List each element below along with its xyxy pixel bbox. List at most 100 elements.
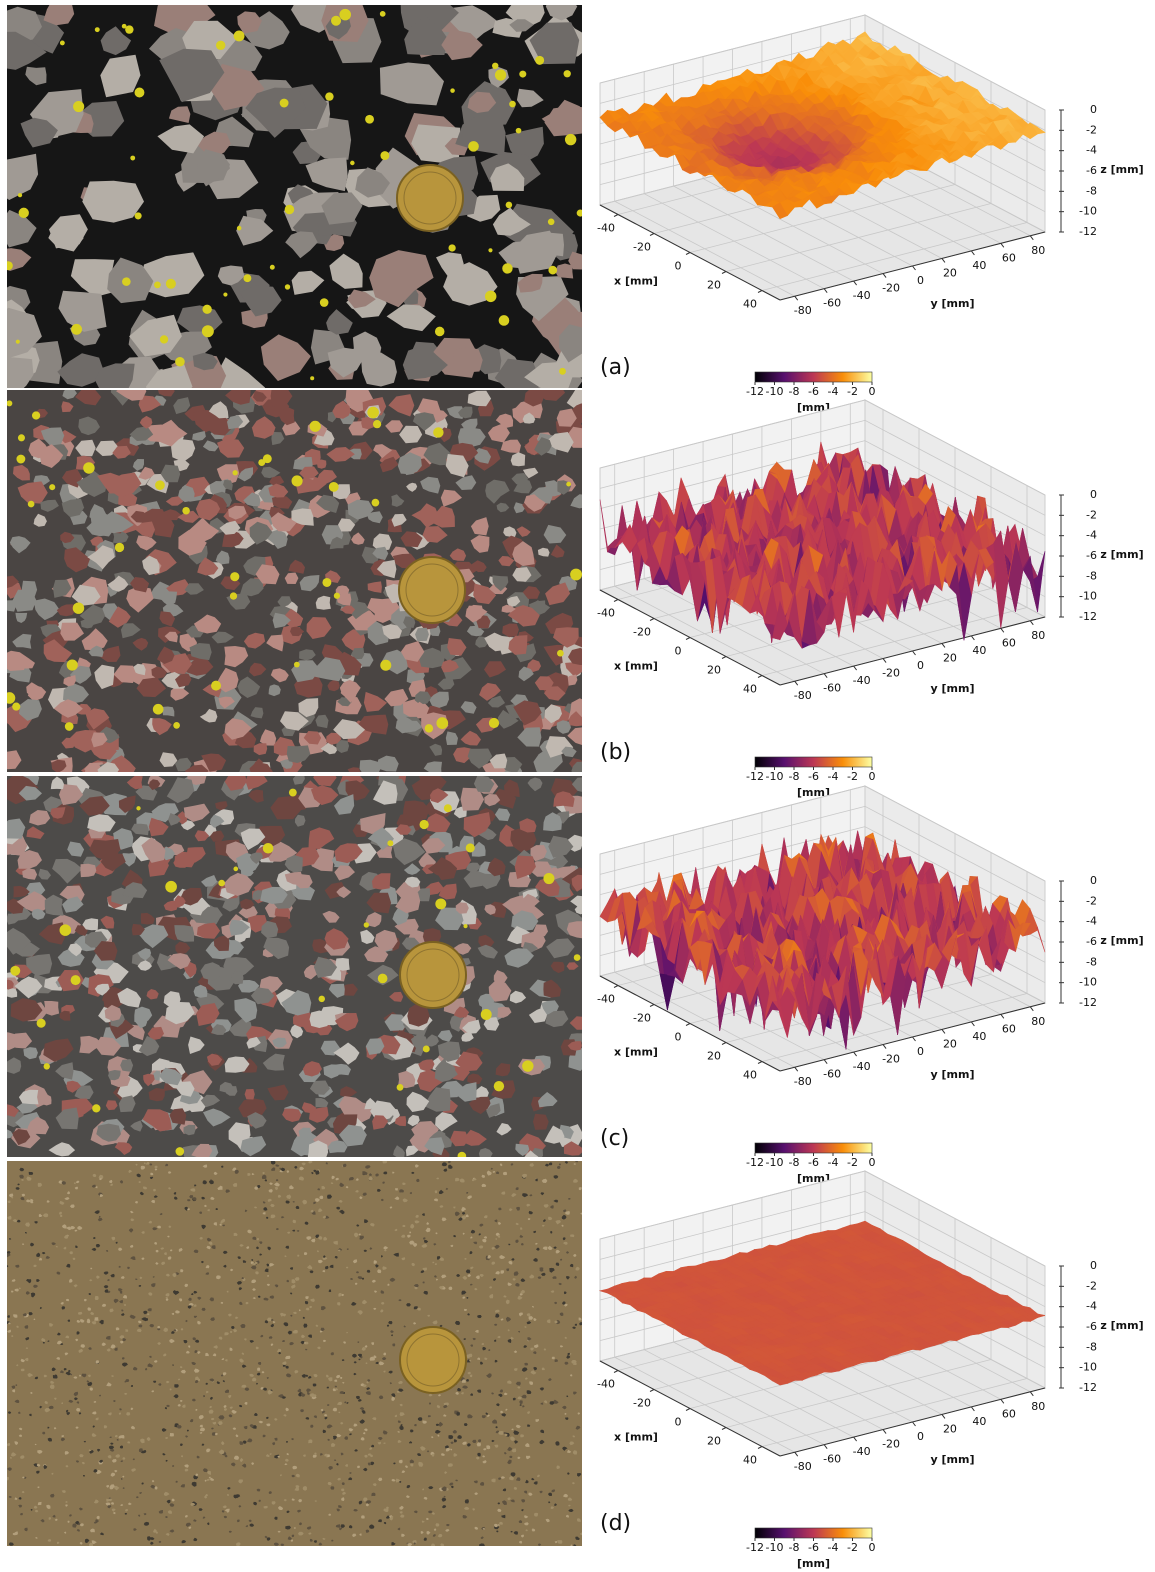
- panel-label: (a): [600, 355, 631, 380]
- tick-mark: [650, 234, 654, 236]
- y-tick-label: -20: [882, 1053, 900, 1066]
- stone: [163, 707, 175, 717]
- tick-mark: [854, 666, 857, 670]
- paint-mark: [559, 368, 566, 375]
- colorbar-tick-label: -6: [808, 385, 819, 398]
- colorbar-tick-label: -2: [847, 1156, 858, 1169]
- tick-mark: [795, 1067, 798, 1071]
- paint-mark: [44, 1063, 50, 1069]
- z-axis-label: z [mm]: [1100, 934, 1143, 947]
- paint-mark: [564, 70, 571, 77]
- paint-mark: [565, 134, 576, 145]
- y-tick-label: -60: [823, 297, 841, 310]
- y-tick-label: 80: [1031, 629, 1045, 642]
- paint-mark: [329, 482, 339, 492]
- z-tick-label: -10: [1079, 976, 1097, 989]
- stone: [0, 819, 25, 839]
- paint-mark: [310, 376, 314, 380]
- paint-mark: [71, 324, 82, 335]
- x-tick-label: 0: [675, 1031, 682, 1044]
- z-tick-label: -6: [1086, 549, 1097, 562]
- paint-mark: [285, 205, 295, 215]
- coin: [400, 942, 466, 1008]
- paint-mark: [502, 263, 512, 273]
- paint-mark: [444, 804, 452, 812]
- colorbar-tick-label: -8: [789, 770, 800, 783]
- paint-mark: [380, 11, 386, 17]
- paint-mark: [420, 820, 429, 829]
- photo: [0, 0, 612, 417]
- paint-mark: [237, 226, 242, 231]
- paint-mark: [378, 974, 388, 984]
- x-tick-label: 20: [707, 279, 721, 292]
- paint-mark: [331, 16, 341, 26]
- x-tick-label: -20: [633, 1012, 651, 1025]
- colorbar-tick-label: -6: [808, 770, 819, 783]
- paint-mark: [234, 31, 245, 42]
- paint-mark: [218, 880, 225, 887]
- stone: [454, 347, 483, 373]
- paint-mark: [499, 315, 510, 326]
- paint-mark: [73, 602, 84, 613]
- z-tick-label: -12: [1079, 610, 1097, 623]
- paint-mark: [65, 722, 74, 731]
- paint-mark: [230, 592, 237, 599]
- paint-mark: [574, 954, 581, 961]
- y-axis-label: y [mm]: [931, 682, 975, 695]
- x-tick-label: -40: [597, 222, 615, 235]
- tick-mark: [650, 1005, 654, 1007]
- paint-mark: [60, 40, 65, 45]
- tick-mark: [942, 258, 945, 262]
- paint-mark: [494, 1081, 504, 1091]
- stone: [80, 864, 96, 877]
- paint-mark: [263, 843, 274, 854]
- colorbar-tick-label: -2: [847, 770, 858, 783]
- paint-mark: [136, 806, 140, 810]
- x-tick-label: 20: [707, 1050, 721, 1063]
- x-axis-label: x [mm]: [614, 275, 658, 288]
- paint-mark: [466, 843, 475, 852]
- y-axis-label: y [mm]: [931, 297, 975, 310]
- y-tick-label: 20: [943, 1037, 957, 1050]
- colorbar-tick-label: -8: [789, 385, 800, 398]
- paint-mark: [294, 662, 300, 668]
- y-tick-label: 60: [1002, 251, 1016, 264]
- paint-mark: [175, 1147, 184, 1156]
- paint-mark: [292, 475, 303, 486]
- colorbar-tick-label: -4: [828, 1156, 839, 1169]
- tick-mark: [722, 272, 726, 274]
- panel: -40-2002040-80-60-40-200204060800-2-4-6-…: [0, 765, 1144, 1185]
- colorbar-tick-label: -2: [847, 385, 858, 398]
- y-tick-label: 0: [917, 1045, 924, 1058]
- paint-mark: [12, 703, 20, 711]
- stone: [423, 1282, 425, 1284]
- stone: [342, 1482, 345, 1485]
- z-tick-label: -4: [1086, 144, 1097, 157]
- paint-mark: [16, 455, 25, 464]
- paint-mark: [122, 277, 131, 286]
- paint-mark: [202, 325, 214, 337]
- paint-mark: [488, 248, 492, 252]
- tick-mark: [722, 657, 726, 659]
- paint-mark: [463, 924, 467, 928]
- x-tick-label: 20: [707, 664, 721, 677]
- paint-mark: [32, 411, 40, 419]
- stone: [180, 1366, 182, 1368]
- paint-mark: [182, 507, 190, 515]
- panel: -40-2002040-80-60-40-200204060800-2-4-6-…: [0, 0, 1144, 417]
- photo-background: [7, 1161, 582, 1546]
- panel: -40-2002040-80-60-40-200204060800-2-4-6-…: [0, 377, 1144, 799]
- paint-mark: [270, 265, 275, 270]
- z-tick-label: -8: [1086, 955, 1097, 968]
- paint-mark: [153, 704, 164, 715]
- paint-mark: [202, 305, 211, 314]
- x-tick-label: 0: [675, 645, 682, 658]
- tick-mark: [824, 674, 827, 678]
- stone: [293, 1201, 295, 1202]
- z-tick-label: -10: [1079, 205, 1097, 218]
- paint-mark: [83, 462, 94, 473]
- colorbar-tick-label: -12: [746, 770, 764, 783]
- paint-mark: [28, 501, 35, 508]
- paint-mark: [380, 151, 389, 160]
- tick-mark: [883, 274, 886, 278]
